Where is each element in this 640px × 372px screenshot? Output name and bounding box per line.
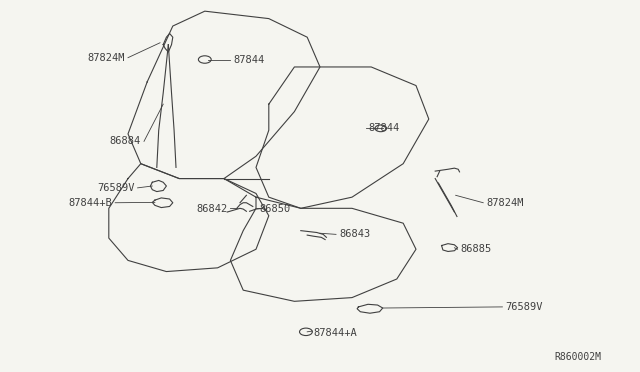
Text: 76589V: 76589V [506, 302, 543, 312]
Text: 87844+B: 87844+B [68, 198, 112, 208]
Text: 86884: 86884 [109, 137, 141, 146]
Text: 87824M: 87824M [486, 198, 524, 208]
Text: 86842: 86842 [196, 204, 227, 214]
Text: 76589V: 76589V [97, 183, 134, 193]
Text: 86843: 86843 [339, 230, 371, 239]
Text: 87844+A: 87844+A [314, 328, 357, 338]
Text: R860002M: R860002M [555, 352, 602, 362]
Text: 87844: 87844 [368, 124, 399, 133]
Text: 86850: 86850 [259, 204, 291, 214]
Text: 86885: 86885 [461, 244, 492, 254]
Text: 87844: 87844 [234, 55, 265, 64]
Text: 87824M: 87824M [87, 53, 125, 62]
